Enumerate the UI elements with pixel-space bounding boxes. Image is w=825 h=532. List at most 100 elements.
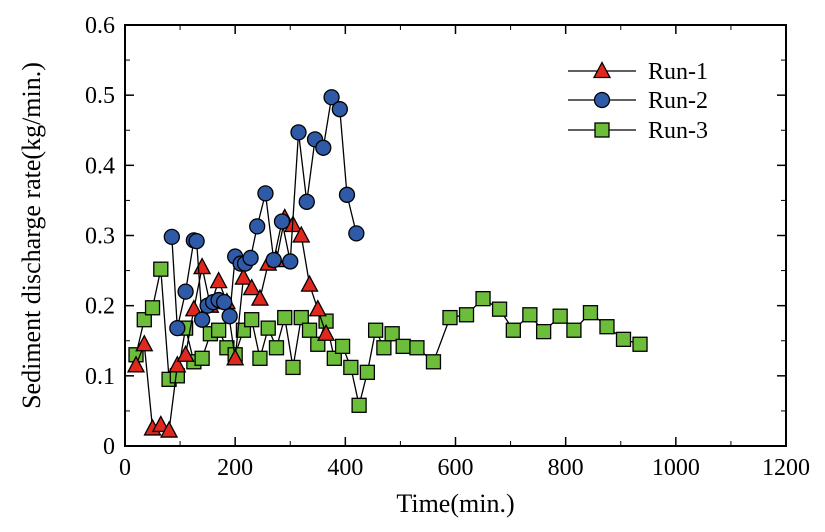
point-run-3 bbox=[367, 322, 384, 338]
point-run-3 bbox=[136, 312, 152, 328]
legend-label-run-3: Run-3 bbox=[648, 118, 708, 144]
point-run-3 bbox=[475, 290, 491, 307]
point-run-3 bbox=[285, 359, 301, 376]
legend-marker-run-2 bbox=[593, 91, 611, 109]
point-run-3 bbox=[458, 307, 475, 323]
point-run-2 bbox=[331, 101, 348, 118]
x-tick-label: 200 bbox=[217, 455, 253, 481]
point-run-3 bbox=[522, 307, 538, 323]
point-run-2 bbox=[338, 186, 356, 203]
point-run-3 bbox=[252, 350, 268, 366]
point-run-2 bbox=[290, 124, 307, 141]
axes: 0 200 400 600 800 1000 1200 0 0.1 0.2 0.3 0.4 0.5 0.6 bbox=[85, 13, 810, 481]
y-tick-label: 0.3 bbox=[85, 224, 115, 250]
point-run-3 bbox=[153, 261, 169, 277]
series-run-2 bbox=[163, 89, 365, 337]
point-run-3 bbox=[277, 309, 293, 326]
point-run-1 bbox=[151, 415, 170, 433]
legend-label-run-1: Run-1 bbox=[648, 59, 708, 85]
point-run-2 bbox=[249, 218, 266, 235]
point-run-3 bbox=[552, 308, 568, 324]
point-run-3 bbox=[194, 350, 210, 366]
point-run-3 bbox=[491, 301, 508, 317]
point-run-1 bbox=[209, 271, 228, 289]
point-run-2 bbox=[348, 225, 365, 242]
point-run-3 bbox=[505, 322, 521, 338]
point-run-2 bbox=[265, 251, 282, 269]
x-tick-label: 400 bbox=[327, 455, 363, 481]
point-run-3 bbox=[599, 319, 615, 335]
point-run-3 bbox=[632, 336, 648, 352]
series-run-3 bbox=[128, 261, 648, 413]
point-run-2 bbox=[163, 228, 180, 246]
x-tick-label: 0 bbox=[119, 455, 131, 481]
point-run-1 bbox=[250, 288, 270, 306]
point-run-3 bbox=[425, 354, 442, 370]
point-run-3 bbox=[326, 350, 342, 366]
point-run-3 bbox=[268, 340, 285, 356]
point-run-3 bbox=[351, 397, 367, 413]
point-run-1 bbox=[226, 348, 245, 366]
point-run-1 bbox=[184, 299, 203, 317]
legend-marker-run-1 bbox=[592, 61, 612, 79]
legend-label-run-2: Run-2 bbox=[648, 88, 708, 114]
point-run-3 bbox=[582, 305, 599, 321]
point-run-1 bbox=[308, 299, 327, 317]
point-run-1 bbox=[300, 274, 319, 292]
point-run-3 bbox=[210, 322, 227, 338]
y-axis-title: Sediment discharge rate(kg/min.) bbox=[17, 62, 46, 409]
point-run-2 bbox=[177, 283, 194, 300]
point-run-1 bbox=[159, 420, 179, 438]
point-run-1 bbox=[168, 355, 187, 373]
y-tick-label: 0.6 bbox=[85, 13, 115, 39]
point-run-3 bbox=[384, 326, 400, 342]
point-run-1 bbox=[193, 257, 212, 275]
point-run-2 bbox=[273, 213, 291, 230]
y-tick-label: 0.5 bbox=[85, 83, 115, 109]
point-run-2 bbox=[188, 232, 205, 250]
legend: Run-1 Run-2 Run-3 bbox=[568, 59, 708, 144]
y-tick-label: 0 bbox=[103, 434, 115, 460]
point-run-1 bbox=[126, 355, 146, 373]
series-run-1 bbox=[126, 208, 336, 438]
x-tick-label: 600 bbox=[438, 455, 474, 481]
x-tick-label: 800 bbox=[548, 455, 584, 481]
point-run-2 bbox=[323, 89, 340, 106]
point-run-3 bbox=[376, 340, 392, 356]
x-tick-label: 1200 bbox=[762, 455, 810, 481]
point-run-2 bbox=[215, 294, 233, 311]
point-run-1 bbox=[316, 323, 336, 341]
point-run-3 bbox=[442, 309, 458, 326]
point-run-3 bbox=[409, 340, 425, 356]
x-axis-title: Time(min.) bbox=[396, 489, 514, 518]
point-run-1 bbox=[135, 334, 154, 352]
point-run-3 bbox=[144, 300, 161, 316]
legend-item-run-1: Run-1 bbox=[568, 59, 708, 85]
point-run-3 bbox=[615, 331, 632, 347]
point-run-1 bbox=[242, 278, 261, 296]
point-run-3 bbox=[244, 312, 260, 328]
y-tick-label: 0.2 bbox=[85, 294, 115, 320]
x-tick-label: 1000 bbox=[652, 455, 700, 481]
point-run-2 bbox=[242, 249, 259, 267]
point-run-3 bbox=[293, 309, 309, 326]
point-run-2 bbox=[221, 308, 238, 325]
point-run-3 bbox=[343, 359, 359, 376]
y-tick-label: 0.4 bbox=[85, 153, 115, 179]
point-run-3 bbox=[334, 338, 351, 355]
point-run-2 bbox=[257, 185, 274, 202]
point-run-3 bbox=[301, 322, 318, 338]
legend-marker-run-3 bbox=[594, 122, 610, 138]
point-run-1 bbox=[176, 344, 195, 362]
point-run-3 bbox=[535, 323, 552, 340]
legend-item-run-2: Run-2 bbox=[568, 88, 708, 114]
point-run-3 bbox=[566, 322, 582, 338]
legend-item-run-3: Run-3 bbox=[568, 118, 708, 144]
point-run-3 bbox=[260, 320, 276, 336]
point-run-2 bbox=[315, 139, 332, 156]
point-run-2 bbox=[298, 193, 315, 210]
point-run-3 bbox=[395, 338, 411, 355]
y-tick-label: 0.1 bbox=[85, 364, 115, 390]
point-run-2 bbox=[193, 311, 211, 328]
